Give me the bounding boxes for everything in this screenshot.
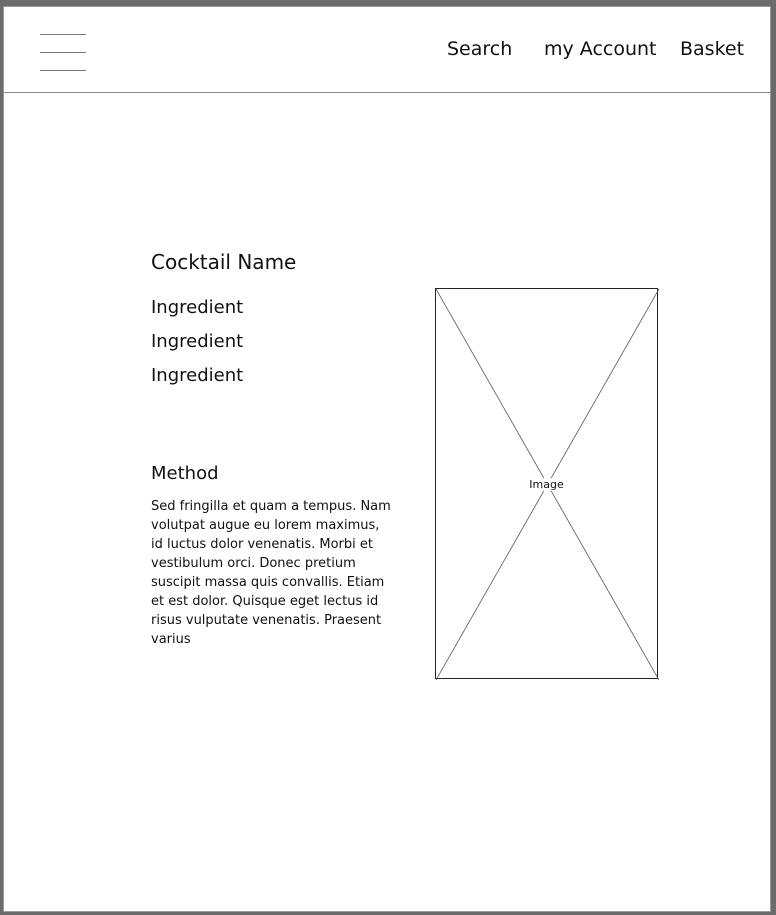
ingredient-item: Ingredient	[151, 331, 244, 352]
site-header: Search my Account Basket	[4, 7, 770, 93]
ingredient-item: Ingredient	[151, 365, 244, 386]
menu-line	[40, 34, 86, 35]
method-heading: Method	[151, 463, 219, 484]
nav-my-account-link[interactable]: my Account	[544, 38, 657, 60]
menu-line	[40, 52, 86, 53]
page-frame: Search my Account Basket Cocktail Name I…	[3, 6, 771, 912]
image-label-text: Image	[525, 478, 568, 491]
method-text: Sed fringilla et quam a tempus. Nam volu…	[151, 499, 391, 647]
menu-line	[40, 70, 86, 71]
ingredient-item: Ingredient	[151, 297, 244, 318]
cocktail-name-heading: Cocktail Name	[151, 250, 297, 274]
hamburger-menu-icon[interactable]	[40, 33, 86, 73]
ingredient-list: Ingredient Ingredient Ingredient	[151, 297, 243, 399]
image-label: Image	[436, 478, 657, 492]
nav-basket-link[interactable]: Basket	[680, 38, 745, 60]
cocktail-image-placeholder: Image	[435, 288, 659, 680]
nav-search-link[interactable]: Search	[447, 38, 513, 60]
